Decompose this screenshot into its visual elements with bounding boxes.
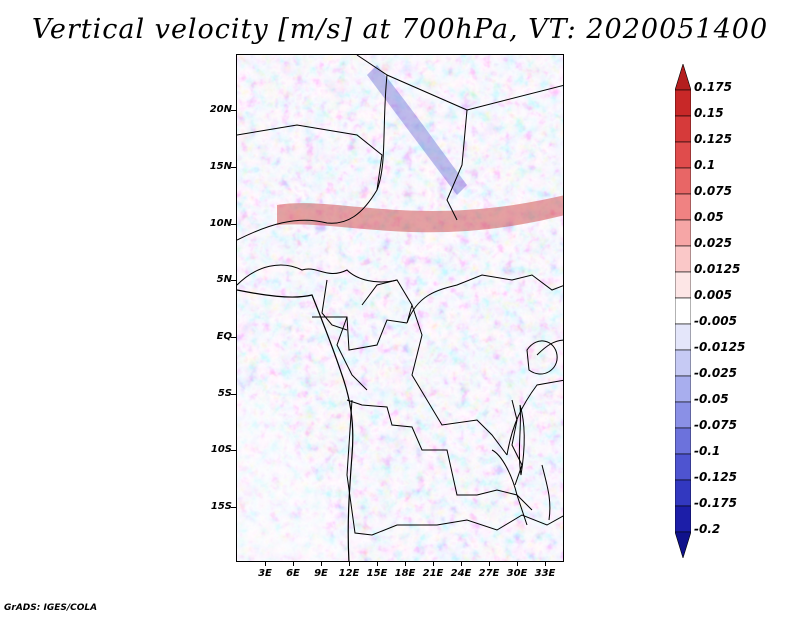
x-axis-label: 21E (422, 568, 444, 579)
x-tick (405, 562, 406, 566)
x-tick (545, 562, 546, 566)
colorbar-cell (675, 193, 691, 221)
chart-title: Vertical velocity [m/s] at 700hPa, VT: 2… (31, 14, 769, 45)
colorbar-label: 0.175 (694, 80, 732, 94)
colorbar-label: -0.2 (694, 522, 721, 536)
colorbar-label: -0.005 (694, 314, 737, 328)
colorbar-label: 0.075 (694, 184, 732, 198)
colorbar-cell (675, 427, 691, 455)
x-axis-label: 30E (506, 568, 528, 579)
colorbar-max-arrow (675, 64, 691, 91)
x-tick (321, 562, 322, 566)
y-axis-label: EQ (216, 331, 232, 342)
colorbar-cell (675, 245, 691, 273)
y-axis-label: 10N (209, 218, 232, 229)
y-axis-label: 15S (210, 501, 232, 512)
y-tick (231, 224, 236, 225)
x-tick (293, 562, 294, 566)
colorbar-label: 0.1 (694, 158, 716, 172)
colorbar-label: 0.005 (694, 288, 732, 302)
colorbar-label: 0.125 (694, 132, 732, 146)
y-tick (231, 110, 236, 111)
atlantic-coastline (237, 289, 354, 561)
colorbar-label: -0.175 (694, 496, 737, 510)
colorbar-label: -0.1 (694, 444, 721, 458)
y-tick (231, 394, 236, 395)
colorbar-cell (675, 323, 691, 351)
colorbar-label: 0.15 (694, 106, 724, 120)
x-axis-label: 15E (366, 568, 388, 579)
x-tick (265, 562, 266, 566)
x-tick (489, 562, 490, 566)
y-axis-label: 5N (216, 274, 232, 285)
x-tick (433, 562, 434, 566)
y-axis-label: 10S (210, 444, 232, 455)
colorbar-label: 0.025 (694, 236, 732, 250)
x-tick (349, 562, 350, 566)
grads-credit: GrADS: IGES/COLA (4, 603, 98, 613)
sahara-subsidence-band (367, 65, 467, 195)
y-tick (231, 280, 236, 281)
colorbar-cell (675, 89, 691, 117)
colorbar-cell (675, 349, 691, 377)
colorbar-cell (675, 141, 691, 169)
colorbar-cell (675, 115, 691, 143)
y-tick (231, 337, 236, 338)
colorbar-cell (675, 401, 691, 429)
map-plot-area (236, 54, 564, 562)
colorbar-cell (675, 505, 691, 533)
colorbar-label: -0.025 (694, 366, 737, 380)
colorbar (675, 64, 691, 558)
x-tick (517, 562, 518, 566)
y-tick (231, 507, 236, 508)
colorbar-cell (675, 375, 691, 403)
y-axis-label: 15N (209, 161, 232, 172)
country-borders (237, 55, 563, 536)
colorbar-min-arrow (675, 531, 691, 558)
colorbar-label: -0.125 (694, 470, 737, 484)
atlantic-calm-region (237, 385, 347, 561)
colorbar-label: 0.0125 (694, 262, 741, 276)
colorbar-label: 0.05 (694, 210, 724, 224)
x-axis-label: 12E (338, 568, 360, 579)
y-tick (231, 167, 236, 168)
x-axis-label: 18E (394, 568, 416, 579)
colorbar-cell (675, 271, 691, 299)
colorbar-label: -0.075 (694, 418, 737, 432)
colorbar-cell (675, 479, 691, 507)
x-axis-label: 33E (534, 568, 556, 579)
colorbar-label: -0.05 (694, 392, 729, 406)
colorbar-label: -0.0125 (694, 340, 746, 354)
colorbar-cell (675, 167, 691, 195)
colorbar-cell (675, 219, 691, 247)
great-lakes (518, 340, 558, 521)
map-canvas (237, 55, 563, 561)
x-axis-label: 24E (450, 568, 472, 579)
x-axis-label: 6E (286, 568, 300, 579)
vertical-velocity-smooth-field (237, 55, 563, 561)
colorbar-cell (675, 453, 691, 481)
x-axis-label: 3E (258, 568, 272, 579)
colorbar-cell (675, 297, 691, 325)
x-tick (377, 562, 378, 566)
sahel-convergence-band (277, 195, 563, 233)
x-tick (461, 562, 462, 566)
x-axis-label: 9E (314, 568, 328, 579)
x-axis-label: 27E (478, 568, 500, 579)
y-axis-label: 5S (217, 388, 232, 399)
y-tick (231, 450, 236, 451)
y-axis-label: 20N (209, 104, 232, 115)
